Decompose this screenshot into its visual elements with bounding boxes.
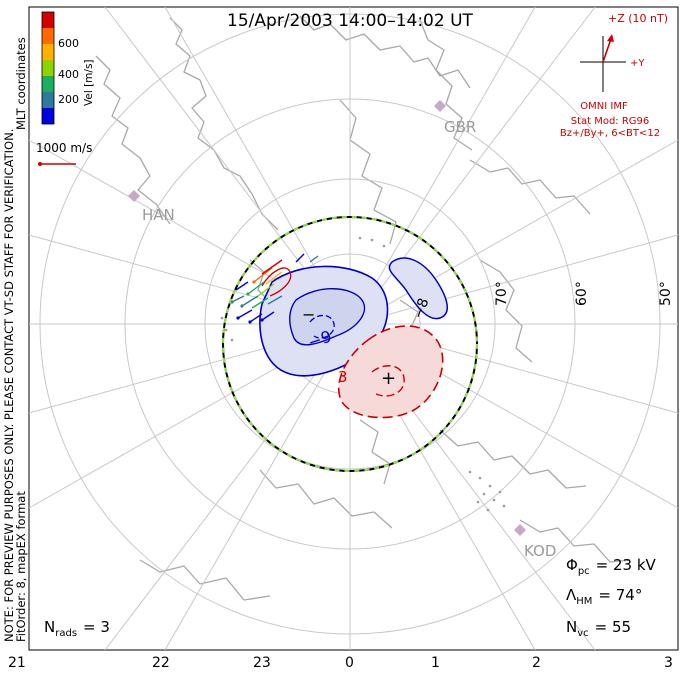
vector [267, 295, 283, 305]
vector [237, 309, 253, 319]
mlt-label-3: 3 [664, 655, 673, 671]
colorbar-swatch [42, 44, 54, 60]
vector-origin [246, 292, 250, 296]
mlt-label-22: 22 [152, 655, 170, 671]
colorbar-swatch [42, 108, 54, 124]
mlt-label-23: 23 [253, 655, 271, 671]
map-title: 15/Apr/2003 14:00–14:02 UT [227, 11, 473, 31]
positive-cell-outer [337, 325, 444, 419]
colorbar-swatch [42, 12, 54, 28]
colorbar-swatch [42, 60, 54, 76]
negative-cell [259, 257, 448, 377]
imf-vector-head [607, 34, 614, 42]
vector-scale-label: 1000 m/s [36, 141, 92, 155]
mlt-label-0: 0 [345, 655, 354, 671]
vector-origin [236, 316, 240, 320]
fit-order: FitOrder: 8, mapEX format [14, 491, 28, 642]
velocity-vectors [230, 253, 319, 324]
hm-boundary-dash [222, 216, 478, 472]
vector [257, 283, 275, 297]
vector [235, 281, 249, 291]
vector [261, 259, 283, 275]
colorbar-swatch [42, 92, 54, 108]
imf-stat-model: Stat Mod: RG96 [571, 116, 650, 127]
lat-label-60: 60° [574, 281, 590, 306]
vector-origin [248, 320, 252, 324]
lat-label-50: 50° [658, 281, 674, 306]
radar-stations: GBR HAN KOD [128, 100, 556, 560]
positive-contour-value: 3 [338, 368, 348, 386]
vector-scale-origin [38, 162, 42, 166]
mlt-label-2: 2 [532, 655, 541, 671]
vector [231, 295, 245, 303]
cross-polar-potential: Φpc = 23 kV [566, 556, 657, 577]
station-label-gbr: GBR [444, 118, 476, 136]
positive-extremum-marker: + [381, 368, 396, 389]
station-marker-gbr [434, 100, 446, 112]
backscatter-dots [220, 236, 506, 512]
mlt-label-1: 1 [431, 655, 440, 671]
vector [295, 253, 305, 263]
vector-origin [240, 304, 244, 308]
station-marker-kod [514, 524, 526, 536]
vector-origin [252, 280, 256, 284]
colorbar-tick-400: 400 [58, 68, 79, 81]
station-marker-han [128, 190, 140, 202]
vector [251, 297, 269, 309]
lat-label-70: 70° [494, 281, 510, 306]
imf-y-label: +Y [630, 58, 645, 69]
vector [241, 295, 259, 307]
dawn-negative-cell [388, 257, 448, 320]
mlt-coordinates-label: MLT coordinates [14, 37, 28, 130]
imf-omni-label: OMNI IMF [580, 101, 628, 112]
imf-condition: Bz+/By+, 6<BT<12 [560, 128, 660, 139]
imf-dial: +Z (10 nT) +Y OMNI IMF Stat Mod: RG96 Bz… [560, 12, 668, 139]
vector [309, 255, 319, 263]
vector [265, 271, 283, 285]
negative-cell-core [309, 314, 335, 339]
vector-high-cell [261, 267, 292, 297]
vector [261, 311, 275, 321]
map-statistics: Φpc = 23 kV ΛHM = 74° Nvc = 55 Nrads = 3 [44, 556, 657, 639]
dawn-contour-value: −8 [410, 296, 432, 321]
positive-cell-inner [371, 365, 405, 397]
colorbar-swatch [42, 28, 54, 44]
hm-boundary-latitude: ΛHM = 74° [566, 586, 642, 607]
velocity-colorbar: 600 400 200 Vel [m/s] [41, 11, 95, 125]
preview-note: NOTE: FOR PREVIEW PURPOSES ONLY. PLEASE … [2, 129, 16, 642]
colorbar-outline [41, 11, 55, 125]
imf-z-label: +Z (10 nT) [608, 12, 668, 25]
vector-count: Nvc = 55 [566, 618, 631, 639]
station-label-kod: KOD [524, 542, 556, 560]
vector-origin [260, 318, 264, 322]
mlt-label-21: 21 [8, 655, 26, 671]
vector [247, 281, 265, 295]
colorbar-swatch [42, 76, 54, 92]
plot-frame [28, 6, 679, 651]
colorbar-tick-600: 600 [58, 37, 79, 50]
station-label-han: HAN [142, 206, 175, 224]
colorbar-tick-200: 200 [58, 93, 79, 106]
mlt-axis: 21 22 23 0 1 2 3 [8, 655, 673, 671]
vector [249, 313, 263, 323]
radar-count: Nrads = 3 [44, 618, 110, 639]
positive-cell [337, 325, 444, 419]
vector [253, 267, 273, 283]
colorbar-label: Vel [m/s] [83, 59, 95, 106]
negative-extremum-marker: − [302, 305, 315, 324]
